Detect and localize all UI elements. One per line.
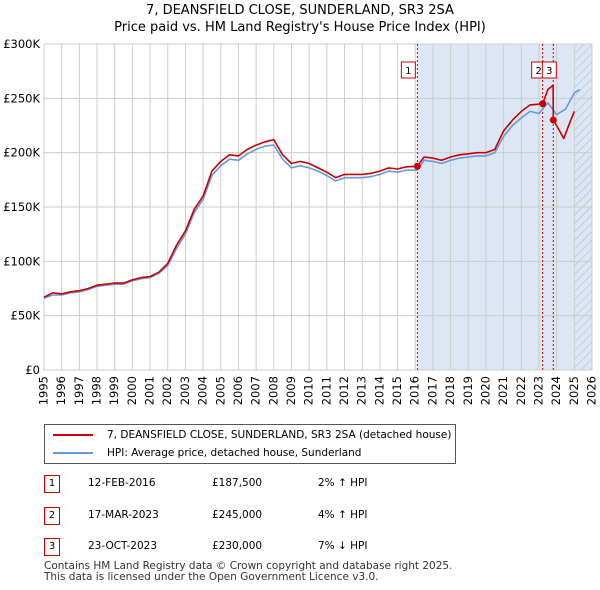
x-tick-label: 2002: [160, 376, 174, 405]
x-tick-label: 2017: [425, 376, 439, 405]
transaction-badge: 3: [44, 538, 60, 556]
sale-badge: [541, 61, 557, 79]
x-tick-label: 2024: [549, 376, 563, 405]
x-tick-label: 2008: [266, 376, 280, 405]
transaction-date: 12-FEB-2016: [88, 477, 156, 489]
sale-point: [539, 100, 547, 108]
chart-title: 7, DEANSFIELD CLOSE, SUNDERLAND, SR3 2SA: [146, 3, 454, 18]
sale-badge: [400, 61, 416, 79]
y-tick-label: £50K: [11, 309, 41, 323]
transaction-hpi-diff: 2% ↑ HPI: [318, 477, 368, 489]
x-tick-label: 1995: [37, 376, 51, 405]
x-tick-label: 2023: [531, 376, 545, 405]
transaction-date: 23-OCT-2023: [88, 540, 157, 552]
transaction-date: 17-MAR-2023: [88, 509, 159, 521]
x-tick-label: 2007: [249, 376, 263, 405]
x-tick-label: 2006: [231, 376, 245, 405]
property-price-line: [43, 84, 576, 298]
x-tick-label: 2000: [125, 376, 139, 405]
transaction-price: £187,500: [212, 477, 263, 489]
x-tick-label: 2014: [372, 376, 386, 405]
x-tick-label: 2019: [461, 376, 475, 405]
x-tick-label: 2012: [337, 376, 351, 405]
sale-point: [549, 116, 557, 124]
transaction-badge: 2: [44, 507, 60, 525]
x-tick-label: 2026: [585, 376, 599, 405]
property-line-swatch: [53, 434, 93, 436]
transaction-row: 2 17-MAR-2023 £245,000 4% ↑ HPI: [44, 506, 464, 526]
y-tick-label: £150K: [3, 200, 40, 214]
x-tick-label: 2004: [196, 376, 210, 405]
sale-point: [413, 162, 421, 170]
x-tick-label: 2005: [213, 376, 227, 405]
transaction-row: 1 12-FEB-2016 £187,500 2% ↑ HPI: [44, 474, 464, 494]
x-tick-label: 2003: [178, 376, 192, 405]
x-tick-label: 1999: [107, 376, 121, 405]
x-tick-label: 1998: [90, 376, 104, 405]
transaction-badge: 1: [44, 475, 60, 493]
x-tick-label: 2025: [567, 376, 581, 405]
legend-label-property: 7, DEANSFIELD CLOSE, SUNDERLAND, SR3 2SA…: [107, 429, 452, 441]
hpi-line: [43, 88, 581, 300]
x-tick-label: 2001: [143, 376, 157, 405]
transaction-row: 3 23-OCT-2023 £230,000 7% ↓ HPI: [44, 537, 464, 557]
x-tick-label: 2018: [443, 376, 457, 405]
transaction-hpi-diff: 7% ↓ HPI: [318, 540, 368, 552]
x-tick-label: 2020: [478, 376, 492, 405]
transaction-price: £230,000: [212, 540, 263, 552]
footer-copyright: Contains HM Land Registry data © Crown c…: [44, 560, 453, 572]
x-tick-label: 1997: [72, 376, 86, 405]
y-tick-label: £200K: [3, 146, 40, 160]
legend-label-hpi: HPI: Average price, detached house, Sund…: [107, 447, 362, 459]
x-tick-label: 1996: [54, 376, 68, 405]
chart-subtitle: Price paid vs. HM Land Registry's House …: [114, 20, 486, 35]
sale-badge-label: 2: [535, 66, 541, 77]
hpi-line-swatch: [53, 452, 93, 454]
transaction-hpi-diff: 4% ↑ HPI: [318, 509, 368, 521]
sale-badge-label: 3: [546, 66, 552, 77]
y-tick-label: £100K: [3, 254, 40, 268]
y-tick-label: £300K: [3, 37, 40, 51]
x-tick-label: 2022: [514, 376, 528, 405]
x-tick-label: 2009: [284, 376, 298, 405]
legend-item-hpi: HPI: Average price, detached house, Sund…: [53, 445, 361, 461]
x-tick-label: 2016: [408, 376, 422, 405]
legend-item-property: 7, DEANSFIELD CLOSE, SUNDERLAND, SR3 2SA…: [53, 427, 451, 443]
y-tick-label: £0: [25, 363, 40, 377]
footer: Contains HM Land Registry data © Crown c…: [44, 561, 452, 583]
x-tick-label: 2011: [319, 376, 333, 405]
x-tick-label: 2013: [355, 376, 369, 405]
footer-licence: This data is licensed under the Open Gov…: [44, 571, 379, 583]
x-tick-label: 2021: [496, 376, 510, 405]
sale-badge-label: 1: [405, 66, 411, 77]
y-tick-label: £250K: [3, 91, 40, 105]
transaction-price: £245,000: [212, 509, 263, 521]
legend: 7, DEANSFIELD CLOSE, SUNDERLAND, SR3 2SA…: [44, 424, 456, 464]
x-tick-label: 2010: [302, 376, 316, 405]
x-tick-label: 2015: [390, 376, 404, 405]
